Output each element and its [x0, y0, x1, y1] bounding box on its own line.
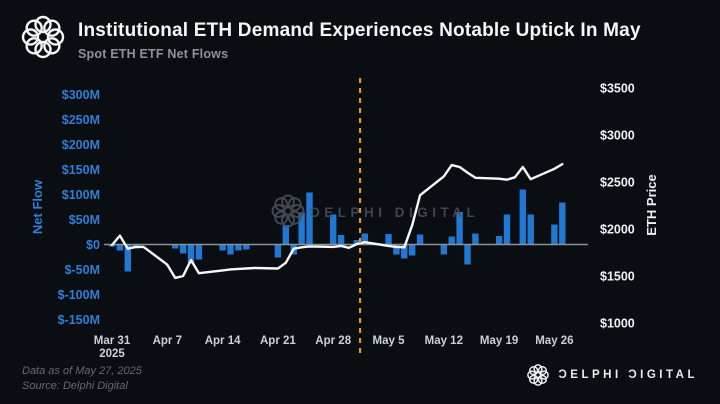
- x-axis-tick-label: May 12: [425, 335, 463, 347]
- left-axis-tick-label: $300M: [62, 88, 100, 102]
- watermark: ƆELPHI DIGITAL: [271, 194, 479, 228]
- net-flow-bar: [464, 244, 471, 265]
- x-axis-tick-label: Apr 14: [205, 335, 241, 347]
- left-axis-title: Net Flow: [30, 179, 45, 234]
- net-flow-bar: [519, 189, 526, 245]
- net-flow-bar: [495, 236, 503, 245]
- net-flow-bar: [306, 192, 313, 245]
- left-axis-tick-label: $-150M: [58, 313, 100, 327]
- left-axis-tick-label: $50M: [69, 213, 100, 227]
- x-axis-tick-label: May 26: [535, 335, 573, 347]
- net-flow-bar: [243, 244, 250, 250]
- right-axis-tick-label: $1000: [600, 317, 635, 331]
- net-flow-bar: [235, 244, 242, 251]
- net-flow-bar: [330, 214, 337, 245]
- net-flow-bar: [472, 233, 479, 245]
- data-as-of-text: Data as of May 27, 2025: [22, 365, 142, 377]
- right-axis: $3500 $3000 $2500 $2000 $1500 $1000 ETH Price: [600, 82, 659, 331]
- net-flow-bar: [298, 212, 305, 245]
- net-flow-bar: [227, 244, 234, 255]
- right-axis-title: ETH Price: [644, 174, 659, 235]
- left-axis-tick-label: $200M: [62, 138, 100, 152]
- x-axis-tick-label: Apr 7: [153, 335, 182, 347]
- net-flow-bar: [409, 244, 416, 256]
- net-flow-bar: [187, 244, 195, 264]
- net-flow-bar: [179, 244, 187, 254]
- right-axis-tick-label: $1500: [600, 270, 635, 284]
- net-flow-bar: [353, 240, 361, 245]
- net-flow-bar: [416, 234, 424, 245]
- right-axis-tick-label: $3000: [600, 129, 635, 143]
- page-title: Institutional ETH Demand Experiences Not…: [78, 20, 641, 41]
- net-flow-bar: [503, 214, 511, 245]
- net-flow-bar: [559, 202, 566, 245]
- net-flow-bar: [551, 224, 558, 245]
- left-axis-tick-label: $-100M: [58, 288, 100, 302]
- net-flow-bar: [124, 244, 131, 272]
- net-flow-bar: [401, 244, 408, 259]
- chart-subtitle: Spot ETH ETF Net Flows: [78, 46, 229, 61]
- brand-footer: ƆELPHI ƆIGITAL: [527, 364, 698, 386]
- net-flow-bar: [116, 244, 124, 251]
- x-axis-tick-label: Apr 28: [315, 335, 351, 347]
- net-flow-bar: [385, 234, 392, 245]
- delphi-logo-small-icon: [527, 364, 550, 386]
- net-flow-bar: [361, 233, 368, 245]
- x-axis-tick-label: May 5: [373, 335, 406, 347]
- right-axis-tick-label: $2500: [600, 176, 635, 190]
- x-axis-tick-sublabel: 2025: [99, 348, 125, 360]
- net-flow-bar: [440, 244, 447, 255]
- net-flow-bar: [282, 225, 289, 245]
- net-flow-bar: [172, 244, 179, 249]
- right-axis-tick-label: $2000: [600, 223, 635, 237]
- left-axis-tick-label: $250M: [62, 113, 100, 127]
- header: Institutional ETH Demand Experiences Not…: [20, 14, 641, 61]
- left-axis-tick-label: $150M: [62, 163, 100, 177]
- left-axis-tick-label: $0: [86, 238, 100, 252]
- x-axis-tick-label: Mar 31: [94, 335, 131, 347]
- net-flow-bar: [195, 244, 203, 260]
- eth-price-line: [110, 162, 564, 280]
- net-flow-bar: [219, 244, 226, 251]
- header-text: Institutional ETH Demand Experiences Not…: [78, 14, 641, 61]
- net-flow-bars: [108, 189, 566, 272]
- watermark-text: ƆELPHI DIGITAL: [310, 205, 479, 220]
- left-axis: $300M $250M $200M $150M $100M $50M $0 $-50M $-10…: [30, 88, 100, 327]
- brand-wordmark: ƆELPHI ƆIGITAL: [558, 369, 698, 381]
- x-axis-tick-label: May 19: [480, 335, 518, 347]
- right-axis-tick-label: $3500: [600, 82, 635, 96]
- net-flow-bar: [456, 212, 463, 245]
- left-axis-tick-label: $100M: [62, 188, 100, 202]
- x-axis-tick-label: Apr 21: [260, 335, 296, 347]
- source-text: Source: Delphi Digital: [22, 379, 128, 392]
- net-flow-bar: [393, 244, 400, 255]
- left-axis-tick-label: $-50M: [65, 263, 100, 277]
- footnote: Data as of May 27, 2025 Source: Delphi D…: [22, 364, 142, 394]
- net-flow-bar: [337, 235, 345, 245]
- delphi-logo-icon: [21, 15, 65, 59]
- net-flow-bar: [527, 214, 534, 245]
- net-flow-bar: [274, 244, 282, 258]
- net-flow-bar: [448, 236, 455, 245]
